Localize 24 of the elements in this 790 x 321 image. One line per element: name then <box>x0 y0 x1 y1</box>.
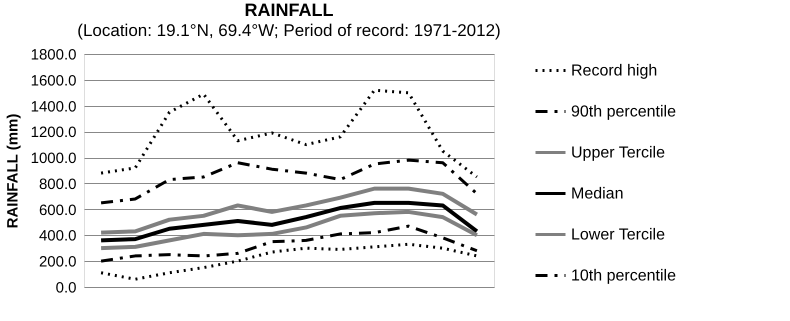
line-series <box>100 88 478 178</box>
line-series <box>99 200 479 242</box>
line-series <box>100 242 478 281</box>
legend-label: Lower Tercile <box>571 226 666 244</box>
line-series <box>100 158 478 204</box>
y-tick-label: 1400.0 <box>30 98 76 116</box>
y-axis-title: RAINFALL (mm) <box>4 114 22 228</box>
chart-subtitle: (Location: 19.1°N, 69.4°W; Period of record: 1971-2012) <box>77 21 501 40</box>
y-tick-label: 1800.0 <box>30 46 76 64</box>
chart-title: RAINFALL <box>244 0 334 20</box>
y-tick-label: 800.0 <box>38 176 76 193</box>
legend-label: Median <box>571 186 624 202</box>
y-tick-label: 400.0 <box>38 228 76 245</box>
legend-label: Record high <box>571 62 658 80</box>
legend-label: 10th percentile <box>571 268 676 284</box>
line-series <box>100 224 478 263</box>
y-tick-label: 1600.0 <box>30 72 76 90</box>
y-tick-label: 0.0 <box>56 280 76 296</box>
legend-label: 90th percentile <box>571 104 676 120</box>
y-tick-label: 200.0 <box>38 254 76 271</box>
y-tick-label: 600.0 <box>38 202 76 219</box>
legend-label: Upper Tercile <box>571 144 666 162</box>
y-tick-label: 1200.0 <box>30 124 76 142</box>
y-tick-label: 1000.0 <box>30 150 76 168</box>
